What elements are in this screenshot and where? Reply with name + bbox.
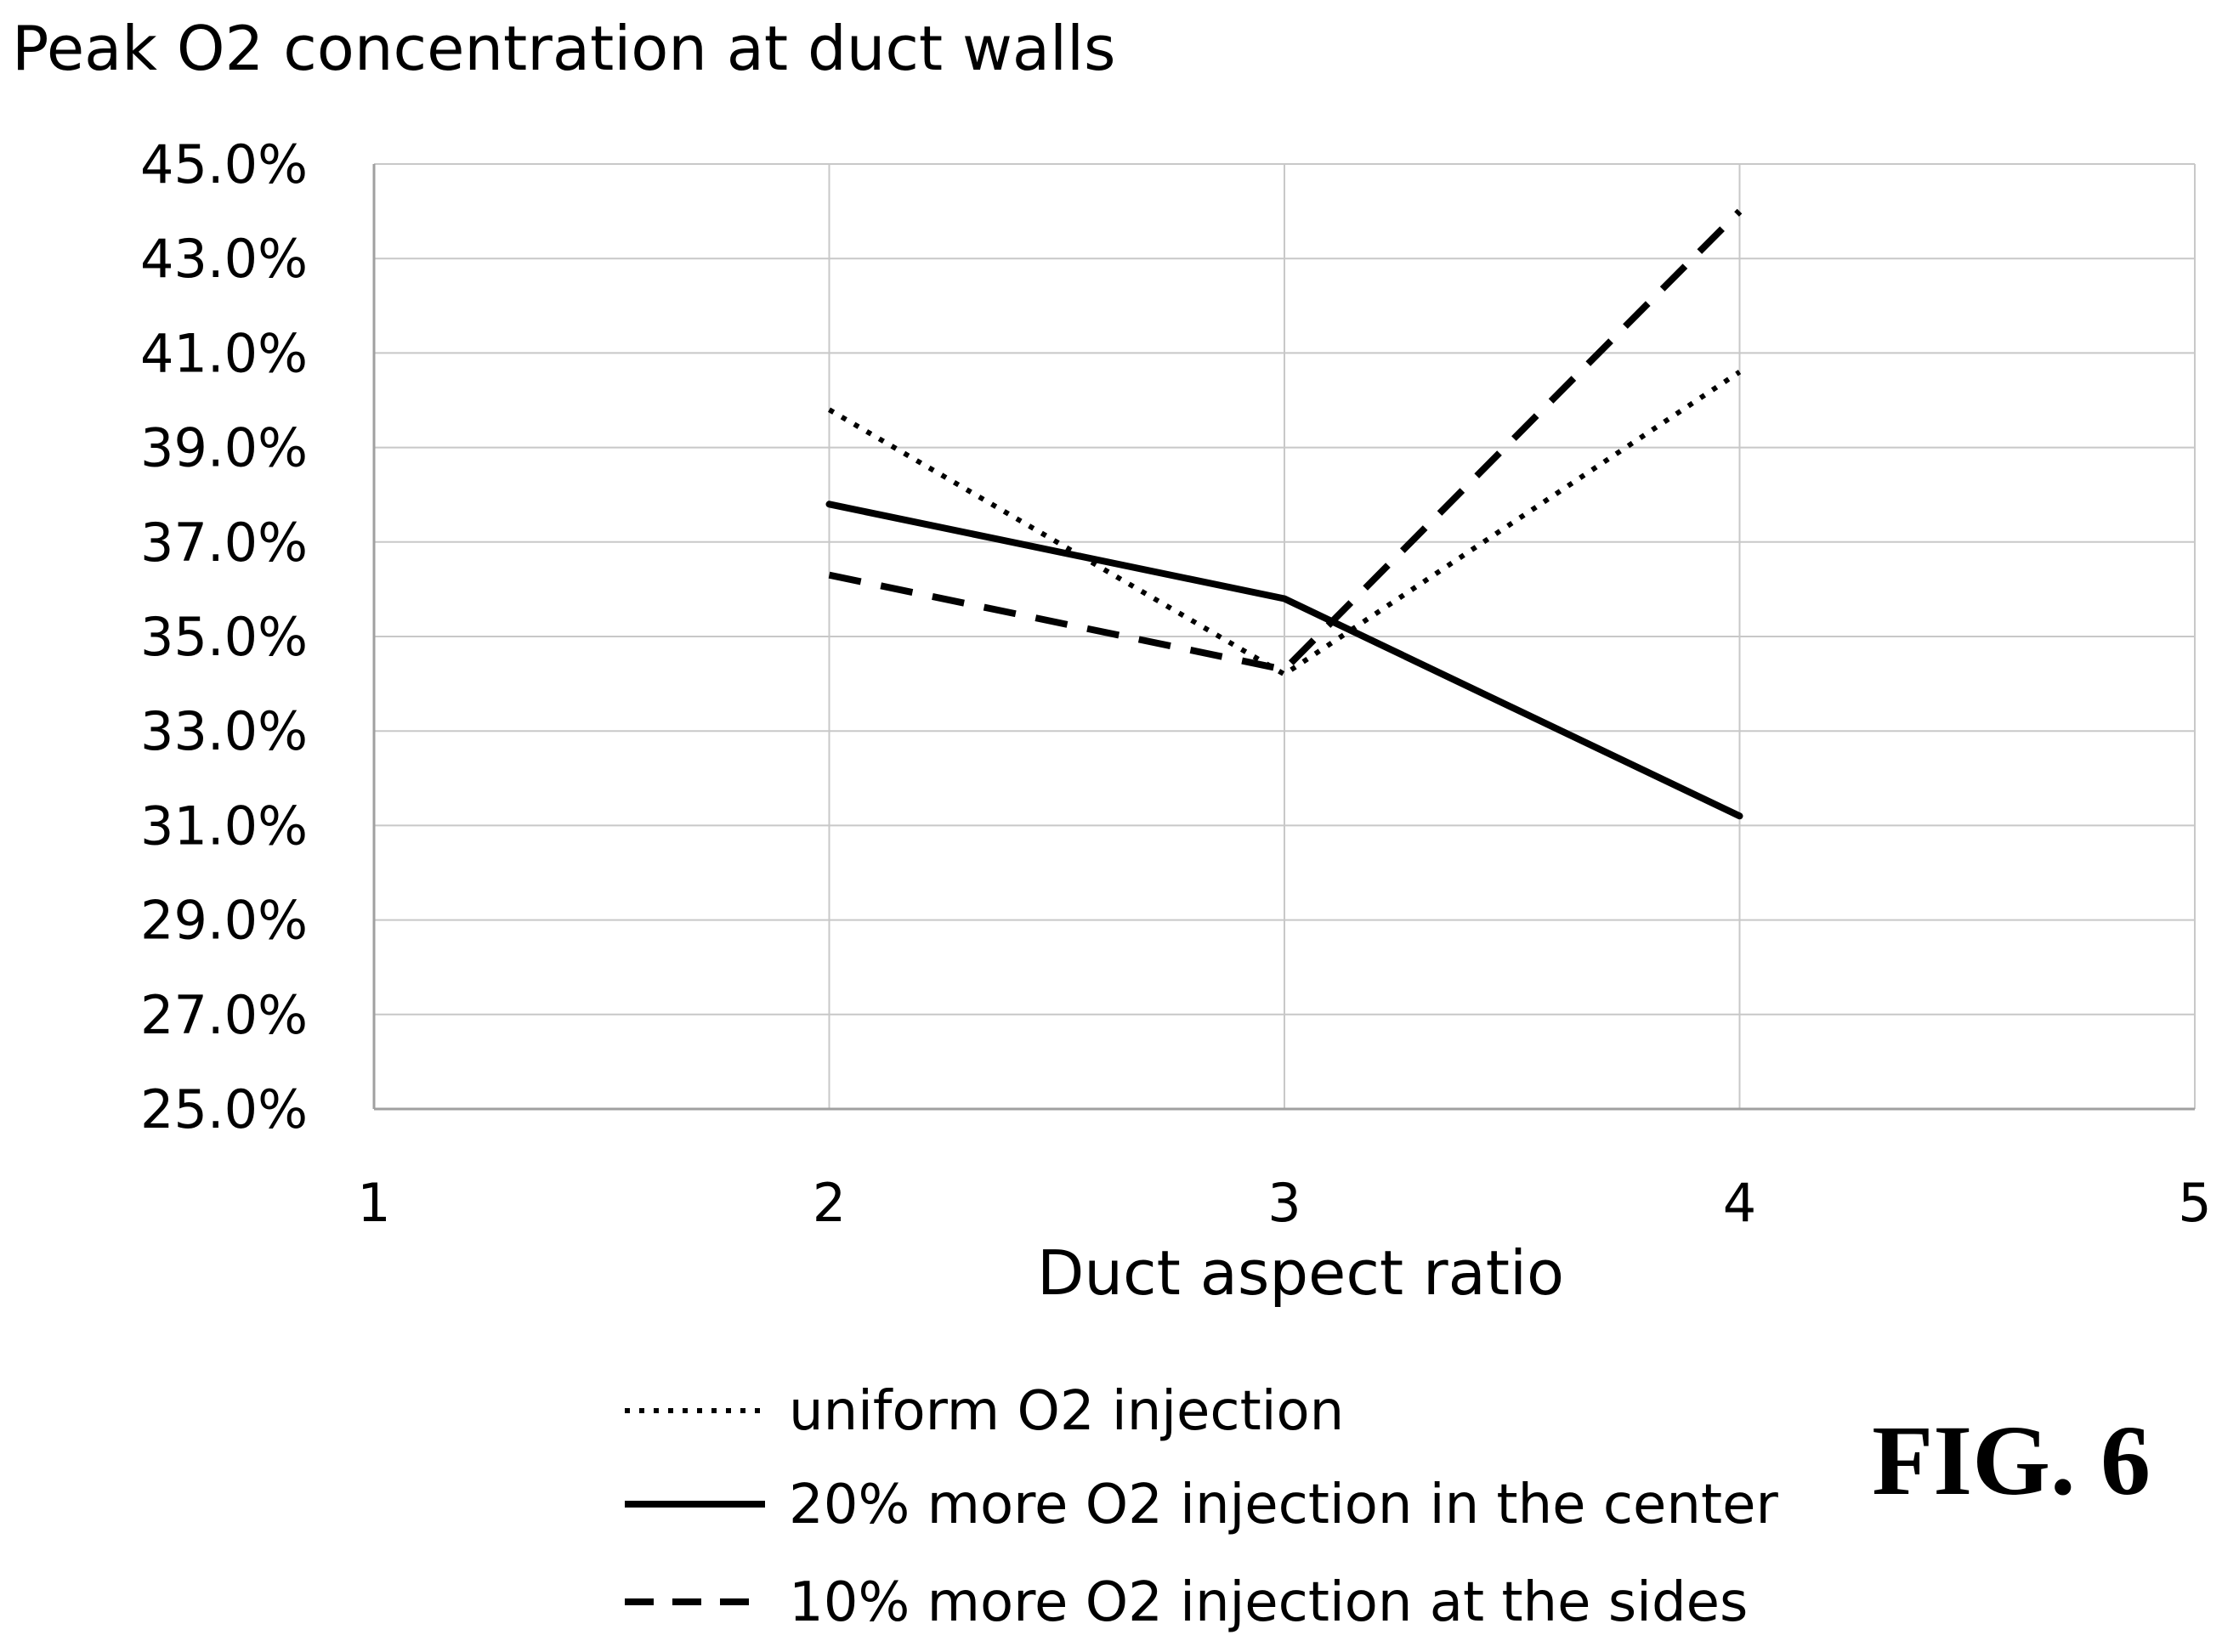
series-line-2 (825, 501, 1743, 820)
y-tick-label: 33.0% (140, 700, 308, 762)
legend-label-center: 20% more O2 injection in the center (789, 1474, 1778, 1536)
x-tick-label: 2 (813, 1172, 846, 1234)
x-tick-label: 5 (2178, 1172, 2211, 1234)
x-tick-label: 1 (357, 1172, 390, 1234)
y-tick-label: 39.0% (140, 417, 308, 479)
x-tick-label: 3 (1267, 1172, 1301, 1234)
y-tick-label: 43.0% (140, 228, 308, 290)
y-tick-label: 25.0% (140, 1078, 308, 1140)
y-tick-label: 27.0% (140, 984, 308, 1046)
y-tick-label: 41.0% (140, 322, 308, 384)
y-tick-label: 45.0% (140, 133, 308, 195)
y-tick-label: 29.0% (140, 890, 308, 952)
x-axis-label: Duct aspect ratio (1037, 1237, 1564, 1309)
y-tick-label: 35.0% (140, 606, 308, 668)
y-tick-label: 31.0% (140, 795, 308, 857)
series-line-1 (827, 370, 1742, 677)
x-tick-label: 4 (1723, 1172, 1756, 1234)
axes (372, 164, 2195, 1111)
y-tick-label: 37.0% (140, 512, 308, 574)
grid (374, 163, 2196, 1109)
series-lines (825, 208, 1743, 820)
legend-label-uniform: uniform O2 injection (789, 1380, 1344, 1443)
y-axis-ticks: 25.0% 27.0% 29.0% 31.0% 33.0% 35.0% 37.0% 39.0%… (140, 133, 308, 1140)
figure-label: FIG. 6 (1872, 1405, 2151, 1516)
legend: uniform O2 injection 20% more O2 injecti… (625, 1380, 1778, 1634)
x-axis-ticks: 1 2 3 4 5 (357, 1172, 2211, 1234)
legend-label-sides: 10% more O2 injection at the sides (789, 1571, 1748, 1634)
chart-title: Peak O2 concentration at duct walls (12, 13, 1116, 84)
